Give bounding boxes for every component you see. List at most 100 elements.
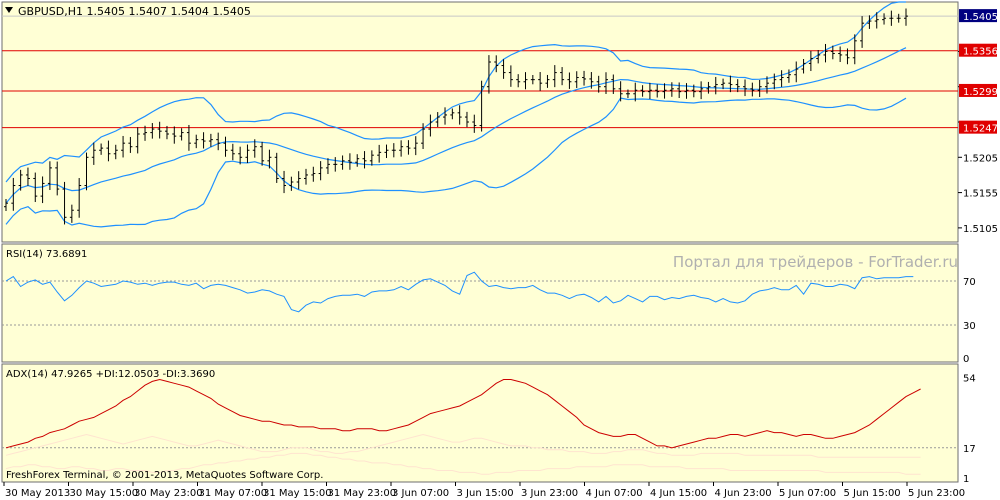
candle [223, 136, 228, 157]
candle [18, 169, 23, 191]
level-price-tag-box [959, 83, 997, 97]
level-price-tag-box [959, 120, 997, 134]
candle [816, 50, 821, 64]
candle [216, 132, 221, 151]
candle [377, 144, 382, 163]
candle [486, 55, 491, 94]
candle [106, 140, 111, 162]
candle [121, 135, 126, 158]
candle [399, 140, 404, 157]
candle [508, 65, 513, 87]
price-tick-label: 1.5205 [963, 153, 998, 164]
rsi-label: RSI(14) 73.6891 [6, 249, 87, 260]
candle [69, 204, 74, 223]
time-tick-label: 30 May 2013 [5, 488, 70, 499]
candle [164, 125, 169, 140]
candle [135, 127, 140, 154]
candle [713, 76, 718, 95]
candle [128, 136, 133, 153]
candle [472, 114, 477, 133]
minus-di-line [5, 452, 921, 475]
candle [574, 71, 579, 89]
candle [721, 78, 726, 90]
candle [413, 136, 418, 156]
candle [296, 171, 301, 190]
candle [523, 72, 528, 90]
candle [11, 177, 16, 211]
candle [823, 43, 828, 63]
candle [347, 153, 352, 170]
candle [333, 157, 338, 172]
level-price-tag: 1.5299 [963, 87, 998, 98]
time-tick-label: 4 Jun 07:00 [586, 488, 643, 499]
bollinger-lower-band [5, 97, 907, 228]
candle [245, 144, 250, 163]
level-price-tag: 1.5356 [963, 47, 998, 58]
time-tick-label: 5 Jun 23:00 [908, 488, 965, 499]
candle [4, 198, 8, 211]
candle [99, 143, 104, 155]
candle [91, 142, 96, 165]
candle [325, 158, 330, 175]
candle [545, 74, 550, 88]
candle [611, 74, 616, 94]
candle [238, 146, 243, 165]
adx-panel: ADX(14) 47.9265 +DI:12.0503 -DI:3.3690 F… [1, 363, 959, 483]
candle [143, 125, 148, 141]
candle [230, 143, 235, 161]
candle [596, 75, 601, 93]
candle [830, 45, 835, 60]
candle [340, 155, 345, 170]
candle [538, 72, 543, 91]
candle [604, 72, 608, 95]
time-tick-label: 5 Jun 15:00 [844, 488, 901, 499]
candle [750, 82, 755, 97]
candle [530, 74, 535, 85]
candle [552, 65, 557, 88]
current-price-tag: 1.5405 [963, 12, 998, 23]
candle [640, 85, 645, 97]
level-price-tag-box [959, 43, 997, 57]
candle [655, 84, 660, 98]
candle [764, 76, 769, 94]
candle [669, 82, 674, 97]
candle [186, 124, 191, 151]
bollinger-middle-band [5, 47, 907, 204]
candle [384, 144, 389, 159]
time-tick-label: 31 May 23:00 [328, 488, 397, 499]
candle [157, 121, 162, 139]
candle [77, 178, 82, 218]
price-panel-frame [1, 1, 959, 243]
candle [62, 181, 67, 225]
candle [706, 81, 711, 94]
candle [282, 170, 287, 194]
candle [904, 8, 908, 26]
dropdown-triangle-icon[interactable] [5, 7, 13, 13]
adx-tick-label: 54 [963, 374, 976, 385]
candle [501, 59, 506, 79]
candle [435, 112, 440, 128]
rsi-panel-frame [1, 243, 959, 363]
candle [662, 83, 667, 99]
candle [845, 48, 850, 65]
candle [450, 108, 455, 120]
time-tick-label: 30 May 15:00 [70, 488, 139, 499]
candle [867, 15, 872, 29]
candle [494, 55, 499, 73]
rsi-tick-label: 70 [963, 277, 976, 288]
candle [567, 72, 572, 89]
adx-panel-frame [1, 363, 959, 483]
price-tick-label: 1.5155 [963, 189, 998, 200]
price-panel: GBPUSD,H1 1.5405 1.5407 1.5404 1.5405 [1, 1, 959, 243]
candle [55, 161, 60, 196]
candle [267, 149, 272, 169]
candle [194, 134, 199, 149]
candle [560, 67, 565, 86]
time-tick-label: 3 Jun 23:00 [521, 488, 578, 499]
candle [699, 81, 704, 100]
candle [479, 80, 484, 132]
candle [274, 152, 279, 183]
candle [860, 16, 865, 48]
candle [582, 70, 587, 86]
